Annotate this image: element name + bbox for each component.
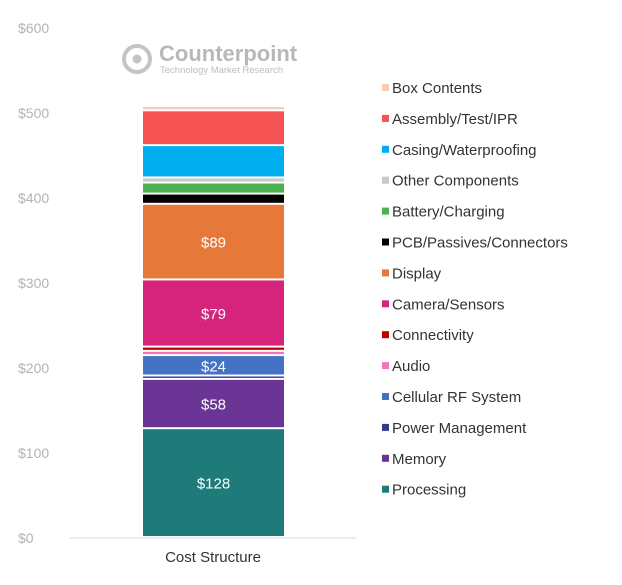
- data-label-processing: $128: [197, 476, 230, 493]
- legend-label: Connectivity: [392, 327, 474, 344]
- legend-label: Box Contents: [392, 80, 482, 97]
- legend-swatch: [382, 269, 389, 277]
- bar-segment-cellular-rf-system: [143, 356, 284, 375]
- bar-segment-assembly-test-ipr: [143, 111, 284, 145]
- legend-item-power-management: Power Management: [382, 420, 527, 437]
- bar-segment-pcb-passives-connectors: [143, 194, 284, 203]
- legend-item-battery-charging: Battery/Charging: [382, 204, 505, 221]
- y-tick-label: $0: [18, 530, 34, 546]
- legend-label: Casing/Waterproofing: [392, 142, 537, 159]
- legend-label: Camera/Sensors: [392, 296, 505, 313]
- legend-item-other-components: Other Components: [382, 173, 519, 190]
- legend-label: Processing: [392, 482, 466, 499]
- data-label-cellular-rf-system: $24: [201, 358, 226, 375]
- data-label-display: $89: [201, 235, 226, 252]
- y-tick-label: $600: [18, 20, 49, 36]
- legend-swatch: [382, 393, 389, 400]
- legend: Box Contents Assembly/Test/IPR Casing/Wate…: [382, 80, 568, 499]
- bar-segment-battery-charging: [143, 183, 284, 193]
- legend-item-display: Display: [382, 265, 442, 282]
- legend-label: Display: [392, 265, 442, 282]
- legend-swatch: [382, 362, 389, 370]
- legend-label: Cellular RF System: [392, 389, 521, 406]
- legend-label: Other Components: [392, 173, 519, 190]
- legend-item-connectivity: Connectivity: [382, 327, 474, 344]
- y-tick-label: $500: [18, 105, 49, 121]
- watermark-subtitle: Technology Market Research: [160, 65, 283, 76]
- legend-item-audio: Audio: [382, 358, 430, 375]
- bar-segment-power-management: [143, 376, 284, 378]
- legend-item-processing: Processing: [382, 482, 466, 499]
- data-label-camera-sensors: $79: [201, 306, 226, 323]
- legend-swatch: [382, 145, 389, 153]
- bar-segment-casing-waterproofing: [143, 146, 284, 177]
- bar-stack: [143, 107, 284, 536]
- legend-swatch: [382, 454, 389, 462]
- legend-label: PCB/Passives/Connectors: [392, 235, 568, 252]
- legend-swatch: [382, 300, 389, 308]
- legend-swatch: [382, 114, 389, 122]
- y-tick-label: $400: [18, 190, 49, 206]
- legend-swatch: [382, 331, 389, 339]
- data-label-memory: $58: [201, 397, 226, 414]
- category-label: Cost Structure: [165, 549, 261, 566]
- legend-swatch: [382, 485, 389, 493]
- bar-segment-box-contents: [143, 107, 284, 110]
- legend-swatch: [382, 84, 389, 91]
- legend-label: Power Management: [392, 420, 527, 437]
- legend-item-cellular-rf-system: Cellular RF System: [382, 389, 521, 406]
- legend-item-box-contents: Box Contents: [382, 80, 482, 97]
- y-tick-label: $100: [18, 445, 49, 461]
- bar-segment-connectivity: [143, 347, 284, 350]
- y-tick-label: $300: [18, 275, 49, 291]
- watermark-title: Counterpoint: [159, 41, 298, 66]
- legend-item-casing-waterproofing: Casing/Waterproofing: [382, 142, 537, 159]
- legend-item-camera-sensors: Camera/Sensors: [382, 296, 505, 313]
- data-labels: $128 $58 $24 $79 $89: [197, 235, 230, 493]
- y-tick-label: $200: [18, 360, 49, 376]
- bar-segment-memory: [143, 379, 284, 428]
- watermark: Counterpoint Technology Market Research: [122, 41, 298, 76]
- legend-label: Assembly/Test/IPR: [392, 111, 518, 128]
- bar-segment-display: [143, 204, 284, 279]
- counterpoint-logo-icon: [122, 44, 152, 74]
- bar-segment-camera-sensors: [143, 280, 284, 346]
- bar-segment-processing: [143, 429, 284, 536]
- legend-item-assembly-test-ipr: Assembly/Test/IPR: [382, 111, 518, 128]
- legend-item-memory: Memory: [382, 451, 447, 468]
- legend-swatch: [382, 207, 389, 215]
- legend-label: Audio: [392, 358, 430, 375]
- legend-item-pcb-passives-connectors: PCB/Passives/Connectors: [382, 235, 568, 252]
- y-axis: $0 $100 $200 $300 $400 $500 $600: [18, 20, 49, 546]
- bar-segment-other-components: [143, 178, 284, 182]
- legend-swatch: [382, 238, 389, 246]
- legend-label: Memory: [392, 451, 447, 468]
- legend-swatch: [382, 176, 389, 184]
- legend-label: Battery/Charging: [392, 204, 505, 221]
- bar-segment-audio: [143, 351, 284, 355]
- legend-swatch: [382, 423, 389, 431]
